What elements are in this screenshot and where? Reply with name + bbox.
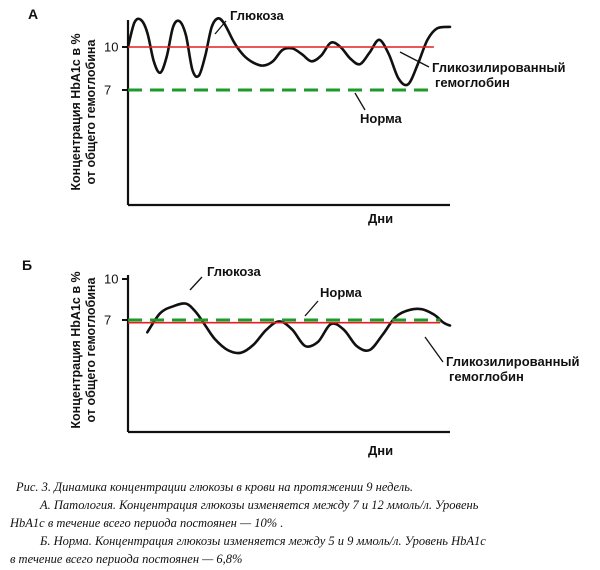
panel-letter: Б — [22, 257, 32, 273]
series-label-line: гемоглобин — [449, 369, 524, 384]
series-label-line: Гликозилированный — [432, 60, 566, 75]
y-axis-label-line: Концентрация HbA1c в % — [69, 271, 83, 428]
label-leader-line — [214, 20, 227, 35]
label-leader-line — [304, 300, 319, 317]
label-leader-line — [189, 276, 203, 291]
figure-caption: Рис. 3. Динамика концентрации глюкозы в … — [10, 478, 596, 568]
y-tick-label: 7 — [104, 83, 111, 98]
caption-b-line-1: Б. Норма. Концентрация глюкозы изменяетс… — [40, 534, 486, 548]
caption-title: Рис. 3. Динамика концентрации глюкозы в … — [16, 480, 414, 494]
y-axis-label-line: от общего гемоглобина — [84, 277, 98, 423]
glucose-curve — [126, 16, 452, 87]
series-label-line: гемоглобин — [435, 75, 510, 90]
caption-a-line-1: А. Патология. Концентрация глюкозы измен… — [40, 498, 479, 512]
series-label-line: Гликозилированный — [446, 354, 580, 369]
chart-panel-b: Б 10 7 Концентрация HbA1c в % от общего гемо… — [22, 257, 580, 458]
glucose-curve — [146, 302, 452, 355]
label-leader-line — [424, 336, 444, 363]
panel-letter: А — [28, 6, 38, 22]
label-leader-line — [399, 51, 430, 68]
series-label: Норма — [320, 285, 363, 300]
y-axis-label-line: от общего гемоглобина — [84, 39, 98, 185]
y-tick-label: 10 — [104, 272, 118, 287]
series-label: Глюкоза — [230, 8, 284, 23]
label-leader-line — [354, 92, 366, 111]
x-axis-label: Дни — [368, 211, 393, 226]
series-label: Норма — [360, 111, 403, 126]
series-label: Глюкоза — [207, 264, 261, 279]
caption-a-line-2: HbA1c в течение всего периода постоянен … — [10, 516, 284, 530]
caption-b-line-2: в течение всего периода постоянен — 6,8% — [10, 552, 243, 566]
chart-panel-a: А 10 7 Концентрация HbA1c в % от общего гемо… — [28, 6, 566, 226]
y-tick-label: 7 — [104, 313, 111, 328]
x-axis-label: Дни — [368, 443, 393, 458]
y-tick-label: 10 — [104, 40, 118, 55]
y-axis-label-line: Концентрация HbA1c в % — [69, 33, 83, 190]
